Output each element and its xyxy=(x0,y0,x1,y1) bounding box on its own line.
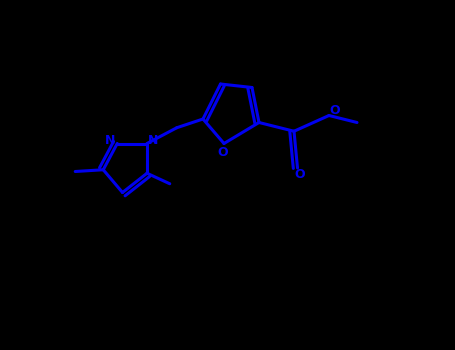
Text: O: O xyxy=(294,168,304,182)
Text: N: N xyxy=(105,133,116,147)
Text: O: O xyxy=(217,146,228,159)
Text: N: N xyxy=(148,133,158,147)
Text: O: O xyxy=(329,104,339,117)
